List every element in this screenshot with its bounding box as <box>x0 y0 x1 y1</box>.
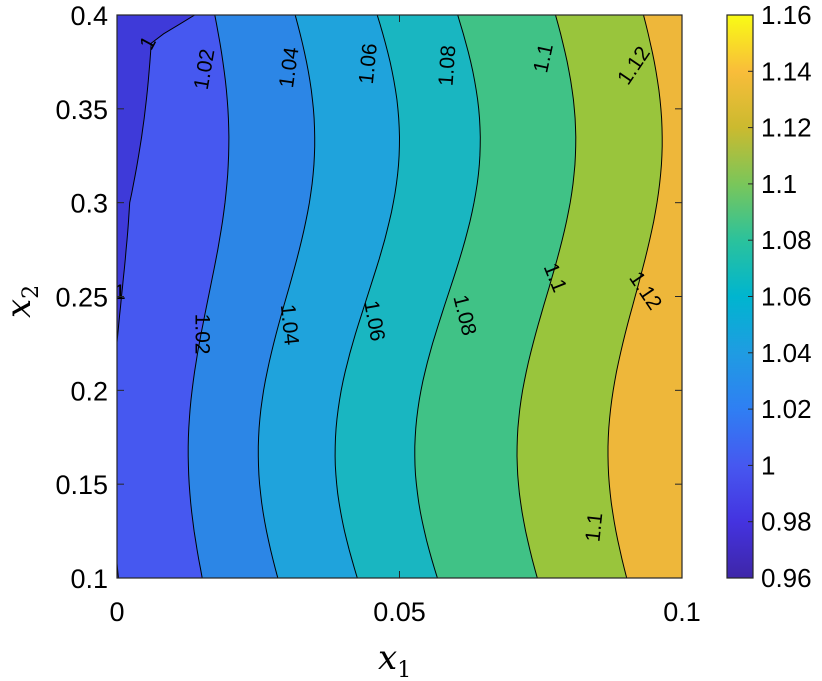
x-tick-label: 0 <box>109 597 124 627</box>
contour-label: 1.04 <box>275 45 304 89</box>
colorbar: 0.96 0.98 1 1.02 1.04 1.06 1.08 1.1 1.12 1.14 1.16 <box>726 0 812 593</box>
colorbar-tick-label: 1.08 <box>761 225 812 255</box>
colorbar-tick-label: 1.04 <box>761 338 812 368</box>
colorbar-tick-label: 0.96 <box>761 563 812 593</box>
colorbar-tick-label: 1.06 <box>761 282 812 312</box>
contour-label: 1.08 <box>435 45 461 87</box>
y-tick-label: 0.1 <box>70 564 108 594</box>
y-axis-title: x2 <box>0 285 44 318</box>
y-tick-label: 0.4 <box>70 1 108 31</box>
colorbar-tick-label: 1.16 <box>761 0 812 30</box>
colorbar-tick-label: 1.14 <box>761 56 812 86</box>
x-tick-label: 0.05 <box>373 597 426 627</box>
contour-line-1.12 <box>607 15 663 578</box>
y-tick-label: 0.3 <box>70 189 108 219</box>
contour-line-1.06 <box>334 15 401 578</box>
contour-lines <box>117 15 663 578</box>
colorbar-tick-label: 1.12 <box>761 113 812 143</box>
x-axis: 0 0.05 0.1 <box>109 15 701 627</box>
x-tick-label: 0.1 <box>663 597 701 627</box>
contour-label: 1.02 <box>190 314 213 355</box>
contour-line-1.02 <box>187 15 230 578</box>
contour-fill-regions <box>117 15 682 578</box>
colorbar-tick-label: 1.02 <box>761 394 812 424</box>
contour-label: 1.04 <box>276 303 303 346</box>
region-1.12 <box>608 15 682 578</box>
y-axis: 0.1 0.15 0.2 0.25 0.3 0.35 0.4 <box>55 1 682 594</box>
y-tick-label: 0.35 <box>55 95 108 125</box>
contour-label: 1.06 <box>355 42 382 85</box>
contour-label: 1.1 <box>581 512 607 543</box>
x-axis-title: x1 <box>378 638 411 681</box>
colorbar-tick-label: 1 <box>761 450 775 480</box>
y-tick-label: 0.2 <box>70 376 108 406</box>
contour-line-1.08 <box>414 15 481 578</box>
y-tick-label: 0.25 <box>55 283 108 313</box>
colorbar-tick-label: 0.98 <box>761 507 812 537</box>
contour-line-1.1 <box>516 15 577 578</box>
contour-line-1.04 <box>257 15 316 578</box>
y-tick-label: 0.15 <box>55 470 108 500</box>
colorbar-tick-label: 1.1 <box>761 169 797 199</box>
contour-label: 1 <box>114 281 126 304</box>
